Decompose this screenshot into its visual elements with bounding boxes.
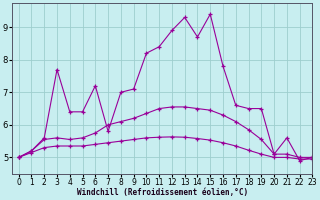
X-axis label: Windchill (Refroidissement éolien,°C): Windchill (Refroidissement éolien,°C) <box>77 188 248 197</box>
